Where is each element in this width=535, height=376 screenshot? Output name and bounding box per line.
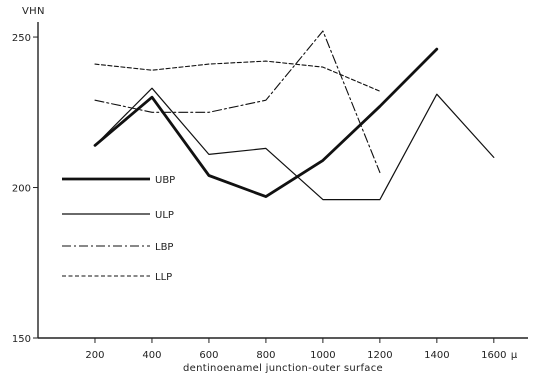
x-tick-label-600: 600 (199, 350, 218, 361)
x-tick-label-1400: 1400 (424, 350, 449, 361)
x-tick-label-800: 800 (256, 350, 275, 361)
legend-label-ulp: ULP (155, 210, 174, 221)
legend-label-ubp: UBP (155, 175, 175, 186)
x-tick-label-1600: 1600 (481, 350, 506, 361)
axes (37, 22, 528, 339)
y-axis-title: VHN (22, 6, 45, 17)
x-tick-label-400: 400 (142, 350, 161, 361)
series-line-lbp (94, 30, 381, 174)
legend-label-llp: LLP (155, 272, 172, 283)
x-tick-label-1200: 1200 (367, 350, 392, 361)
x-tick-label-1000: 1000 (310, 350, 335, 361)
y-tick-label-200: 200 (12, 184, 31, 195)
x-tick-label-200: 200 (85, 350, 104, 361)
x-ticks: 200 400 600 800 1000 1200 1400 1600 μ (85, 338, 518, 361)
series-line-ulp (94, 87, 495, 201)
x-unit-label: μ (511, 350, 518, 361)
x-axis-title: dentinoenamel junction-outer surface (183, 363, 383, 374)
series-layer (93, 30, 495, 201)
y-tick-label-150: 150 (12, 334, 31, 345)
legend: UBP ULP LBP LLP (62, 175, 175, 283)
series-line-llp (94, 60, 381, 92)
y-ticks: 150 200 250 (12, 33, 38, 345)
series-line-ubp (93, 47, 439, 199)
y-tick-label-250: 250 (12, 33, 31, 44)
legend-label-lbp: LBP (155, 242, 173, 253)
